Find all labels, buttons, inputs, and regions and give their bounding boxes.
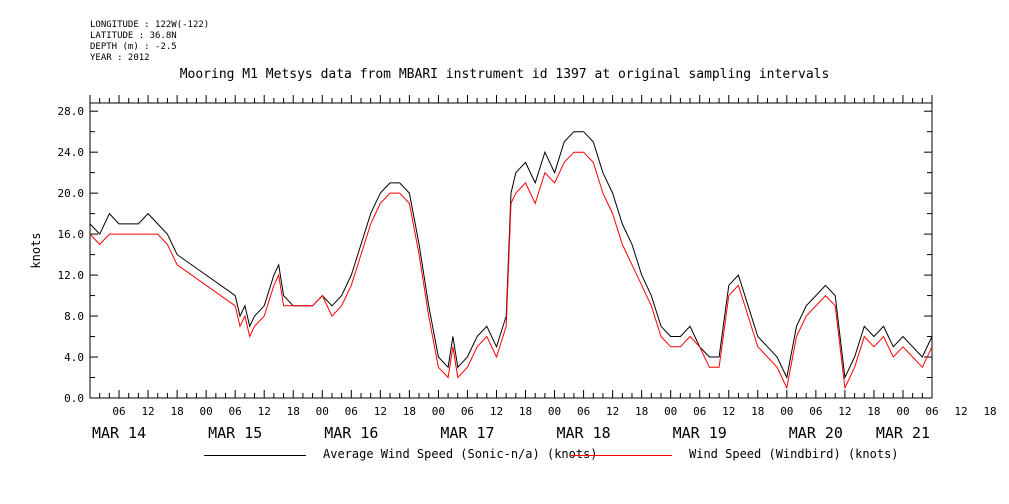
x-tick-label: 00: [200, 405, 213, 418]
x-tick-label: 18: [867, 405, 880, 418]
y-tick-label: 24.0: [58, 146, 85, 159]
x-tick-label: 18: [635, 405, 648, 418]
x-tick-label: 18: [983, 405, 996, 418]
x-tick-label: 18: [751, 405, 764, 418]
x-tick-label: 00: [548, 405, 561, 418]
x-tick-label: 06: [693, 405, 706, 418]
x-tick-label: 12: [374, 405, 387, 418]
x-tick-label: 18: [403, 405, 416, 418]
legend-label-sonic: Average Wind Speed (Sonic-n/a) (knots): [323, 447, 598, 461]
x-tick-label: 06: [345, 405, 358, 418]
x-date-label: MAR 21: [876, 424, 930, 440]
year-text: YEAR : 2012: [90, 53, 150, 63]
x-tick-label: 18: [287, 405, 300, 418]
x-date-label: MAR 15: [208, 424, 262, 440]
legend-swatch-sonic: [204, 455, 306, 456]
x-tick-label: 06: [809, 405, 822, 418]
latitude-text: LATITUDE : 36.8N: [90, 31, 177, 41]
x-tick-label: 12: [606, 405, 619, 418]
x-tick-label: 06: [461, 405, 474, 418]
x-tick-label: 12: [954, 405, 967, 418]
y-tick-label: 12.0: [58, 269, 85, 282]
x-tick-label: 12: [722, 405, 735, 418]
x-tick-label: 06: [925, 405, 938, 418]
metadata-header: LONGITUDE : 122W(-122) LATITUDE : 36.8N …: [90, 20, 209, 64]
x-date-label: MAR 14: [92, 424, 146, 440]
x-tick-label: 00: [432, 405, 445, 418]
x-date-label: MAR 17: [440, 424, 494, 440]
legend: Average Wind Speed (Sonic-n/a) (knots) W…: [0, 446, 1009, 466]
x-date-label: MAR 16: [324, 424, 378, 440]
x-tick-label: 00: [664, 405, 677, 418]
plot-area: 0.0 4.0 8.0 12.0 16.0 20.0 24.0 28.0 knots 06 12 18…: [29, 95, 997, 440]
x-tick-label: 12: [838, 405, 851, 418]
x-tick-label: 12: [490, 405, 503, 418]
x-tick-label: 00: [780, 405, 793, 418]
chart-title: Mooring M1 Metsys data from MBARI instru…: [179, 67, 830, 82]
x-tick-label: 12: [141, 405, 154, 418]
wind-speed-chart: 0.0 4.0 8.0 12.0 16.0 20.0 24.0 28.0 knots 06 12 18…: [29, 95, 997, 440]
legend-swatch-windbird: [570, 455, 672, 456]
x-tick-label: 06: [112, 405, 125, 418]
y-tick-label: 8.0: [64, 310, 84, 323]
x-date-label: MAR 20: [789, 424, 843, 440]
x-tick-label: 00: [316, 405, 329, 418]
y-tick-label: 16.0: [58, 228, 85, 241]
x-tick-label: 12: [258, 405, 271, 418]
y-tick-label: 0.0: [64, 392, 84, 405]
longitude-text: LONGITUDE : 122W(-122): [90, 20, 210, 30]
y-tick-label: 20.0: [58, 187, 85, 200]
x-date-label: MAR 18: [556, 424, 610, 440]
x-tick-label: 06: [577, 405, 590, 418]
series-line-1: [89, 151, 933, 390]
x-tick-label: 00: [896, 405, 909, 418]
series-line-0: [89, 131, 933, 380]
legend-label-windbird: Wind Speed (Windbird) (knots): [689, 447, 899, 461]
y-tick-label: 28.0: [58, 105, 85, 118]
x-tick-label: 18: [170, 405, 183, 418]
x-tick-label: 18: [519, 405, 532, 418]
x-tick-label: 06: [229, 405, 242, 418]
depth-text: DEPTH (m) : -2.5: [90, 42, 177, 52]
x-date-label: MAR 19: [673, 424, 727, 440]
y-tick-label: 4.0: [64, 351, 84, 364]
y-axis-label: knots: [29, 232, 43, 268]
plot-frame: [89, 102, 933, 399]
